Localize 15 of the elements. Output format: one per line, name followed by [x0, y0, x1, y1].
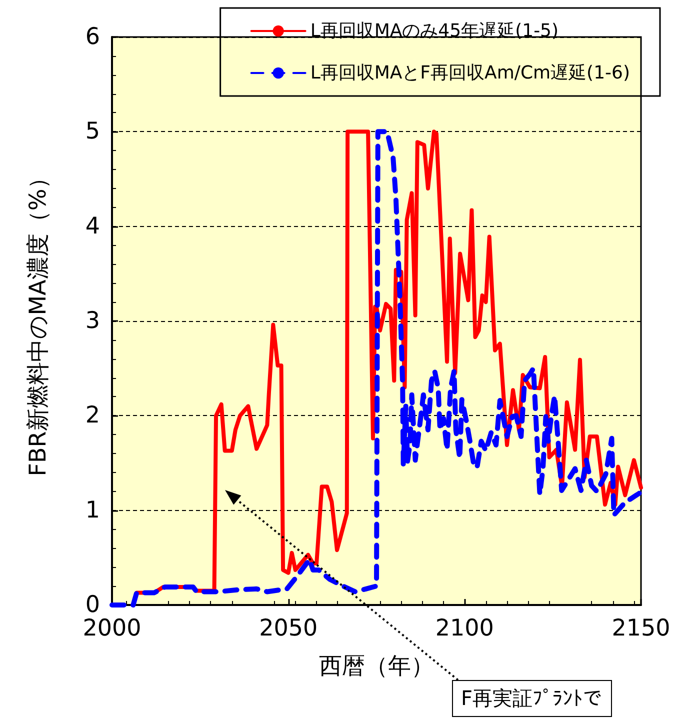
x-axis-title: 西暦（年） [319, 654, 434, 680]
text: F再実証ﾌﾟﾗﾝﾄで [452, 680, 612, 717]
legend-label: L再回収MAとF再回収Am/Cm遅延(1-6) [310, 62, 630, 84]
y-tick-label: 3 [85, 308, 100, 334]
y-tick-label: 1 [85, 497, 100, 524]
x-tick-label: 2000 [82, 616, 142, 642]
y-tick-label: 6 [85, 24, 100, 50]
y-axis-title: FBR新燃料中のMA濃度（%） [26, 166, 52, 476]
y-tick-label: 0 [85, 592, 100, 618]
x-tick-label: 2150 [612, 616, 670, 642]
x-tick-label: 2100 [435, 616, 494, 642]
x-tick-label: 2050 [259, 616, 318, 642]
y-tick-label: 2 [85, 402, 100, 429]
y-tick-label: 5 [85, 118, 100, 145]
y-tick-label: 4 [85, 213, 100, 240]
